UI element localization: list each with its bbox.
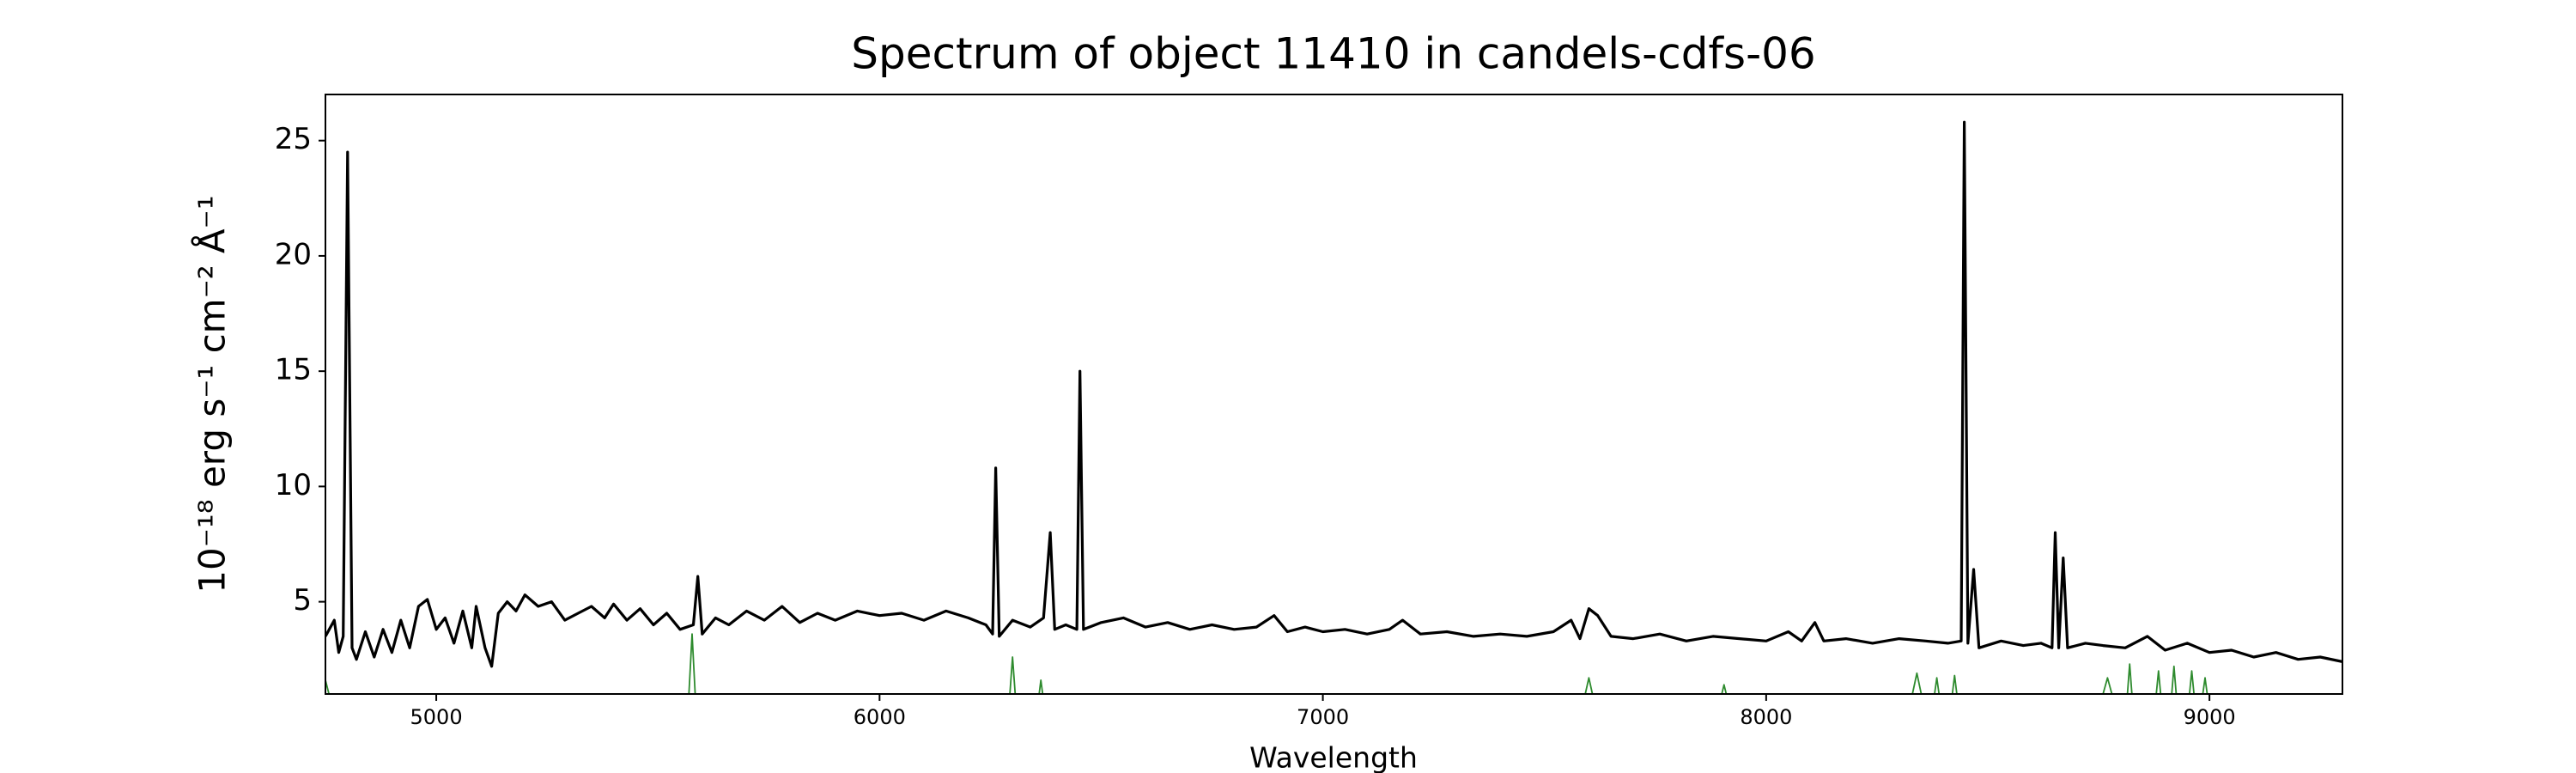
y-axis-label: 10⁻¹⁸ erg s⁻¹ cm⁻² Å⁻¹ <box>191 195 234 593</box>
x-axis-label: Wavelength <box>1249 741 1418 773</box>
chart-title: Spectrum of object 11410 in candels-cdfs… <box>851 29 1816 79</box>
y-tick-label: 10 <box>275 468 312 502</box>
x-tick-label: 9000 <box>2184 705 2236 729</box>
plot-frame <box>325 94 2343 695</box>
y-tick-label: 15 <box>275 353 312 387</box>
x-tick-label: 6000 <box>854 705 906 729</box>
x-tick-label: 5000 <box>410 705 463 729</box>
x-tick-label: 7000 <box>1297 705 1349 729</box>
spectrum-line <box>325 120 2342 668</box>
y-tick-label: 5 <box>293 583 312 618</box>
sky-line <box>325 633 2208 694</box>
y-tick-label: 20 <box>275 237 312 271</box>
x-tick-label: 8000 <box>1740 705 1792 729</box>
y-tick-label: 25 <box>275 122 312 156</box>
